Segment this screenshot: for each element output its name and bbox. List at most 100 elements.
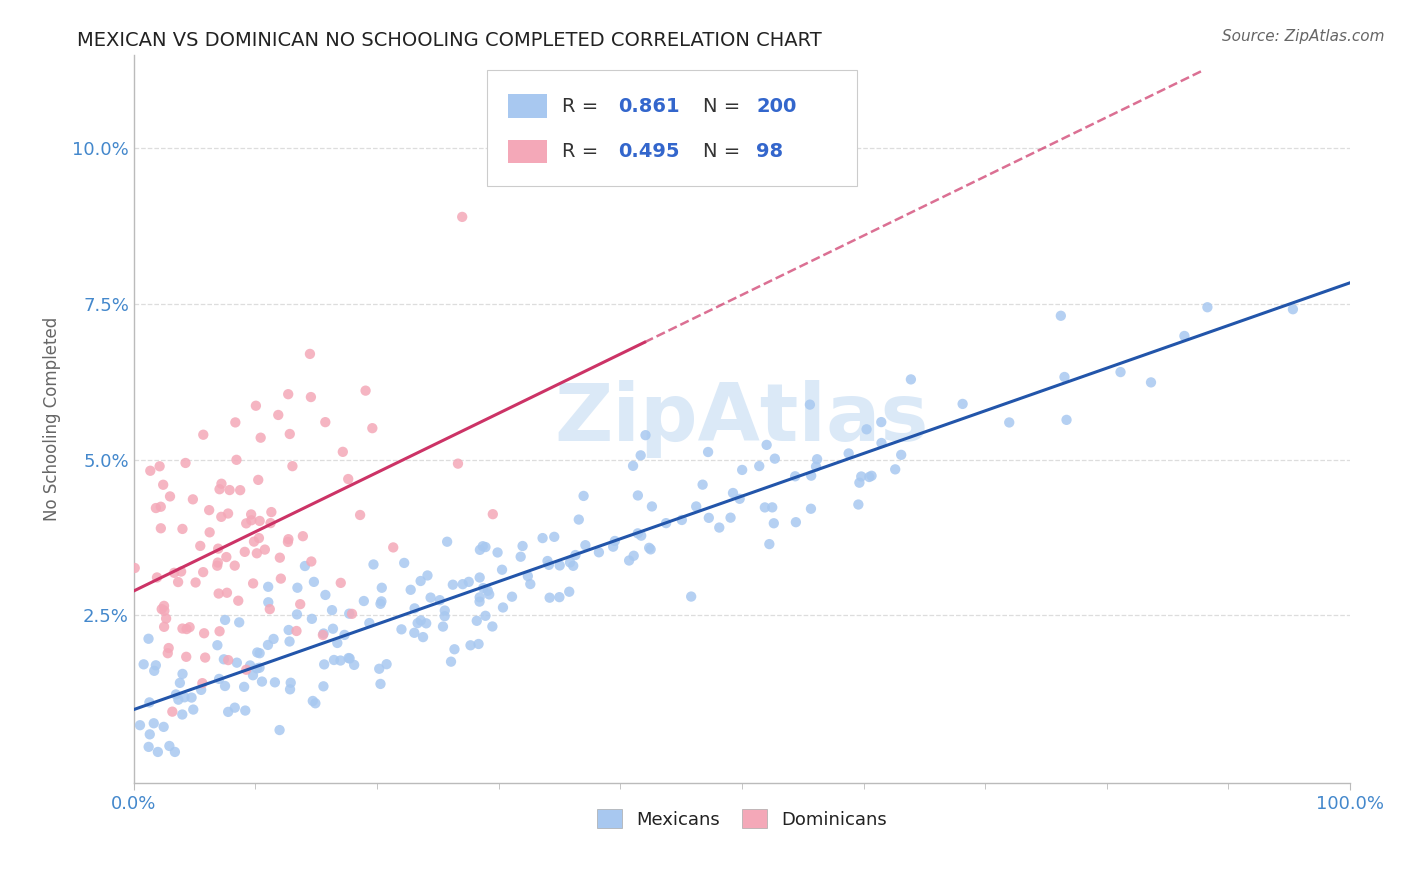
Point <box>441 578 464 592</box>
Point <box>574 538 596 552</box>
Point <box>468 542 491 557</box>
Point <box>209 509 232 524</box>
Point <box>224 700 246 714</box>
Point <box>277 532 299 546</box>
Point <box>217 705 239 719</box>
Point <box>224 558 246 573</box>
Point <box>838 446 860 460</box>
Point <box>207 556 229 570</box>
Point <box>537 558 560 572</box>
Point <box>259 516 281 530</box>
Point <box>406 616 429 631</box>
Point <box>314 415 336 429</box>
Point <box>720 510 742 524</box>
Point <box>468 591 491 605</box>
Point <box>548 590 571 604</box>
Point <box>162 705 184 719</box>
Point <box>228 615 250 630</box>
Point <box>855 422 877 436</box>
Point <box>299 390 322 404</box>
Point <box>758 537 780 551</box>
Point <box>562 558 585 573</box>
Point <box>860 468 883 483</box>
Point <box>900 372 922 386</box>
Point <box>291 529 314 543</box>
Point <box>153 620 176 634</box>
Point <box>226 593 249 607</box>
Point <box>207 638 229 652</box>
Point <box>486 545 509 559</box>
Point <box>247 473 270 487</box>
Point <box>785 469 807 483</box>
Point <box>193 427 215 442</box>
Point <box>763 451 786 466</box>
Point <box>260 505 283 519</box>
Point <box>785 515 807 529</box>
Point <box>249 661 271 675</box>
Point <box>290 597 312 611</box>
Point <box>138 695 160 709</box>
Point <box>433 609 456 624</box>
Point <box>457 574 479 589</box>
Point <box>152 477 174 491</box>
Point <box>215 550 238 565</box>
Point <box>404 625 426 640</box>
Point <box>558 584 581 599</box>
Point <box>371 581 394 595</box>
Point <box>138 632 160 646</box>
Point <box>277 623 299 637</box>
Point <box>474 540 496 554</box>
Point <box>298 347 321 361</box>
Y-axis label: No Schooling Completed: No Schooling Completed <box>44 317 60 521</box>
Point <box>851 469 873 483</box>
Point <box>519 577 541 591</box>
Point <box>370 677 392 691</box>
Point <box>588 545 610 559</box>
Text: 200: 200 <box>756 96 797 116</box>
Point <box>755 438 778 452</box>
Point <box>250 674 273 689</box>
Point <box>409 574 432 588</box>
Text: 98: 98 <box>756 142 783 161</box>
Point <box>285 624 308 638</box>
Point <box>326 636 349 650</box>
Point <box>149 500 172 514</box>
Point <box>509 549 531 564</box>
Point <box>191 676 214 690</box>
Point <box>354 384 377 398</box>
Point <box>259 602 281 616</box>
Text: Source: ZipAtlas.com: Source: ZipAtlas.com <box>1222 29 1385 44</box>
Point <box>1050 309 1073 323</box>
Point <box>142 716 165 731</box>
Point <box>301 612 323 626</box>
Point <box>412 630 434 644</box>
Point <box>207 541 229 556</box>
Point <box>440 655 463 669</box>
Text: R =: R = <box>562 96 605 116</box>
Point <box>246 661 269 675</box>
Point <box>468 594 491 608</box>
Point <box>447 457 470 471</box>
Point <box>709 520 731 534</box>
Point <box>314 588 336 602</box>
Point <box>846 498 869 512</box>
Point <box>172 667 194 681</box>
Point <box>848 475 870 490</box>
Point <box>249 431 271 445</box>
Point <box>249 646 271 660</box>
Point <box>270 572 292 586</box>
Point <box>543 530 565 544</box>
Point <box>294 559 316 574</box>
Point <box>143 664 166 678</box>
Point <box>124 561 146 575</box>
Point <box>239 658 262 673</box>
Point <box>145 501 167 516</box>
Point <box>568 512 591 526</box>
Point <box>233 704 256 718</box>
Point <box>278 682 301 697</box>
Point <box>129 718 152 732</box>
Point <box>443 642 465 657</box>
Point <box>167 575 190 590</box>
FancyBboxPatch shape <box>509 139 547 163</box>
Point <box>349 508 371 522</box>
